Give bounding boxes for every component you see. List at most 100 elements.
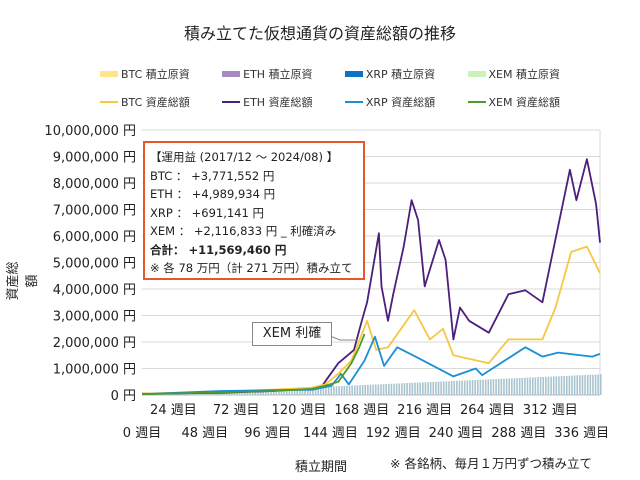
- legend-label: ETH 資産総額: [243, 96, 313, 109]
- principal-bar: [291, 388, 293, 395]
- principal-bar: [283, 388, 285, 395]
- principal-bar: [539, 377, 542, 395]
- series-line-xrp: [141, 335, 601, 396]
- principal-bar: [322, 386, 325, 395]
- x-tick-label: 336 週目: [554, 426, 609, 441]
- principal-bar: [335, 386, 338, 395]
- principal-bar: [534, 377, 537, 395]
- x-tick-label: 96 週目: [244, 426, 291, 441]
- principal-bar: [513, 378, 516, 395]
- principal-bar: [529, 377, 531, 395]
- principal-bar: [521, 377, 524, 395]
- principal-bar: [490, 379, 492, 395]
- legend-swatch: [100, 71, 118, 77]
- x-tick-label: 120 週目: [272, 403, 327, 418]
- legend-swatch: [100, 101, 118, 103]
- principal-bar: [312, 387, 314, 395]
- x-tick-label: 288 週目: [491, 426, 546, 441]
- principal-bar: [406, 383, 408, 395]
- legend-xem-total: XEM 資産総額: [467, 94, 560, 110]
- summary-xrp: XRP ： +691,141 円: [150, 205, 264, 220]
- principal-bar: [380, 384, 382, 395]
- y-tick-label: 5,000,000 円: [53, 257, 136, 272]
- x-tick-label: 312 週目: [523, 403, 578, 418]
- x-tick-label: 72 週目: [213, 403, 260, 418]
- principal-bar: [503, 378, 505, 395]
- principal-bar: [414, 382, 416, 395]
- principal-bar: [419, 382, 422, 395]
- principal-bar: [495, 379, 497, 395]
- principal-bar: [280, 388, 283, 395]
- principal-bar: [364, 384, 367, 395]
- summary-note: ※ 各 78 万円（計 271 万円）積み立て: [150, 261, 353, 275]
- principal-bar: [537, 377, 539, 395]
- principal-bar: [511, 378, 513, 395]
- legend-swatch: [222, 71, 241, 77]
- principal-bar: [348, 385, 351, 395]
- principal-bar: [306, 387, 309, 395]
- legend-swatch: [222, 101, 241, 103]
- y-axis-title: 資産総額: [6, 261, 40, 301]
- principal-bar: [424, 382, 427, 395]
- principal-bar: [338, 386, 340, 395]
- principal-bar: [351, 385, 353, 395]
- principal-bar: [333, 386, 335, 395]
- principal-bar: [385, 384, 387, 395]
- principal-bar: [356, 385, 359, 395]
- principal-bar: [445, 381, 448, 395]
- principal-bar: [505, 378, 508, 395]
- footnote: ※ 各銘柄、毎月１万円ずつ積み立て: [390, 456, 592, 471]
- x-tick-label: 0 週目: [123, 426, 161, 441]
- callout-leader: [329, 335, 358, 341]
- summary-eth: ETH ： +4,989,934 円: [150, 187, 276, 201]
- principal-bar: [437, 381, 440, 395]
- principal-bar: [411, 382, 414, 395]
- y-tick-label: 7,000,000 円: [53, 204, 136, 219]
- principal-bar: [372, 384, 374, 395]
- principal-bar: [456, 380, 458, 395]
- principal-bar: [479, 379, 482, 395]
- x-axis-title: 積立期間: [295, 460, 348, 475]
- legend-label: XEM 積立原資: [488, 68, 560, 81]
- legend-label: BTC 積立原資: [121, 68, 190, 81]
- principal-bar: [458, 380, 461, 395]
- x-tick-label: 240 週目: [429, 426, 484, 441]
- principal-bar: [497, 378, 500, 395]
- summary-btc: BTC ： +3,771,552 円: [150, 168, 275, 183]
- principal-bar: [440, 381, 442, 395]
- legend-label: ETH 積立原資: [243, 68, 313, 81]
- legend-swatch: [467, 71, 486, 77]
- principal-bar: [442, 381, 445, 395]
- principal-bar: [594, 374, 597, 395]
- principal-bar: [461, 380, 463, 395]
- principal-bar: [296, 388, 299, 395]
- principal-bar: [584, 375, 586, 395]
- principal-bar: [369, 384, 372, 395]
- principal-bar: [353, 385, 356, 395]
- principal-bar: [576, 375, 579, 395]
- principal-bar: [450, 381, 453, 395]
- principal-bar: [571, 375, 573, 395]
- principal-bar: [393, 383, 395, 395]
- legend-btc-principal: BTC 積立原資: [100, 66, 190, 82]
- principal-bar: [448, 381, 450, 395]
- legend-xrp-total: XRP 資産総額: [344, 94, 435, 110]
- principal-bar: [597, 374, 599, 395]
- principal-bar: [531, 377, 534, 395]
- principal-bar: [382, 384, 385, 395]
- legend-swatch: [344, 71, 363, 77]
- principal-bar: [466, 380, 469, 395]
- principal-bar: [547, 376, 550, 395]
- principal-bar: [453, 380, 456, 395]
- principal-bar: [581, 375, 584, 395]
- principal-bar: [408, 382, 411, 395]
- principal-bar: [309, 387, 312, 395]
- principal-bar: [422, 382, 424, 395]
- legend-swatch: [344, 101, 363, 103]
- principal-bar: [327, 386, 330, 395]
- summary-xem: XEM ： +2,116,833 円 _ 利確済み: [150, 224, 337, 238]
- x-tick-label: 192 週目: [366, 426, 421, 441]
- y-tick-label: 8,000,000 円: [53, 177, 136, 192]
